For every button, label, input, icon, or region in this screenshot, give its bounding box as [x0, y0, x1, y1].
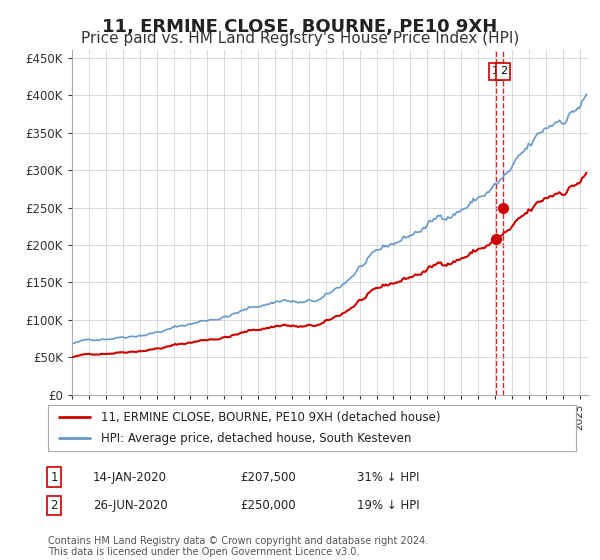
Text: 19% ↓ HPI: 19% ↓ HPI [357, 499, 419, 512]
Text: 11, ERMINE CLOSE, BOURNE, PE10 9XH (detached house): 11, ERMINE CLOSE, BOURNE, PE10 9XH (deta… [101, 411, 440, 424]
Text: 26-JUN-2020: 26-JUN-2020 [93, 499, 168, 512]
Text: 11, ERMINE CLOSE, BOURNE, PE10 9XH: 11, ERMINE CLOSE, BOURNE, PE10 9XH [103, 18, 497, 36]
Text: HPI: Average price, detached house, South Kesteven: HPI: Average price, detached house, Sout… [101, 432, 411, 445]
Text: Price paid vs. HM Land Registry's House Price Index (HPI): Price paid vs. HM Land Registry's House … [81, 31, 519, 46]
Text: 1: 1 [50, 470, 58, 484]
Text: 31% ↓ HPI: 31% ↓ HPI [357, 470, 419, 484]
Text: 2: 2 [50, 499, 58, 512]
Text: 14-JAN-2020: 14-JAN-2020 [93, 470, 167, 484]
Text: Contains HM Land Registry data © Crown copyright and database right 2024.
This d: Contains HM Land Registry data © Crown c… [48, 535, 428, 557]
Text: £207,500: £207,500 [240, 470, 296, 484]
Text: 1: 1 [492, 67, 499, 76]
Text: £250,000: £250,000 [240, 499, 296, 512]
Text: 2: 2 [500, 67, 507, 76]
